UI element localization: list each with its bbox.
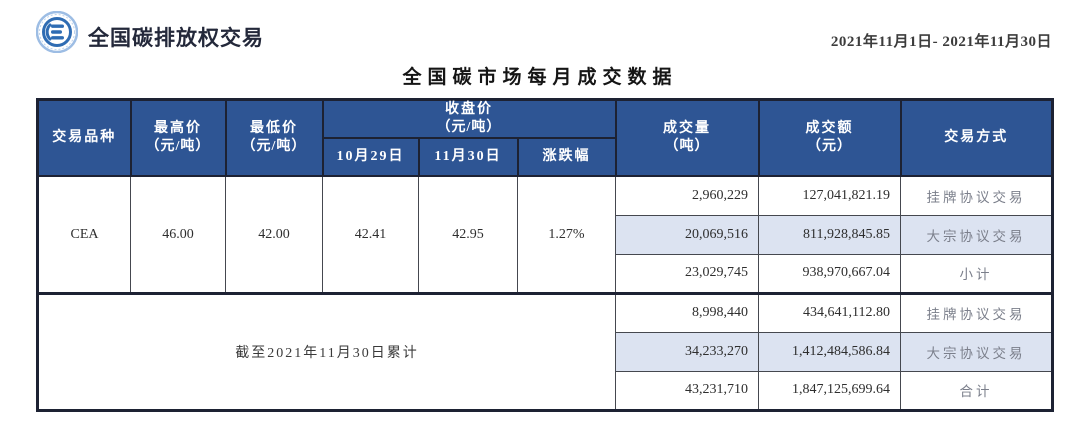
change-cell: 1.27%	[517, 175, 616, 294]
col-header-variety-label: 交易品种	[52, 130, 117, 146]
col-header-variety: 交易品种	[36, 98, 132, 178]
col-header-amount: 成交额 （元）	[757, 98, 902, 178]
col-header-close: 收盘价 （元/吨）	[321, 98, 617, 140]
variety-cell: CEA	[37, 175, 131, 294]
close-nov30-cell: 42.95	[418, 175, 518, 294]
col-header-low: 最低价 （元/吨）	[224, 98, 324, 178]
col-header-close-label: 收盘价	[445, 102, 493, 117]
col-header-high-unit: （元/吨）	[145, 139, 211, 155]
close-oct29-cell: 42.41	[322, 175, 419, 294]
col-header-amount-unit: （元）	[807, 139, 852, 155]
col-header-volume: 成交量 （吨）	[614, 98, 760, 178]
cumulative-total-method: 合计	[900, 370, 1053, 411]
cumulative-listed-volume: 8,998,440	[615, 291, 759, 333]
cumulative-listed-method: 挂牌协议交易	[900, 291, 1053, 333]
cumulative-block-amount: 1,412,484,586.84	[758, 331, 901, 372]
col-header-method-label: 交易方式	[944, 130, 1009, 146]
col-header-volume-label: 成交量	[663, 121, 711, 136]
cumulative-total-volume: 43,231,710	[615, 370, 759, 411]
cumulative-label-cell: 截至2021年11月30日累计	[37, 291, 616, 411]
low-price-cell: 42.00	[225, 175, 323, 294]
monthly-row-listed: CEA 46.00 42.00 42.41 42.95 1.27% 2,960,…	[37, 175, 1053, 294]
site-title: 全国碳排放权交易	[88, 27, 264, 50]
monthly-subtotal-amount: 938,970,667.04	[758, 253, 901, 294]
col-header-amount-label: 成交额	[805, 121, 854, 136]
table-title: 全国碳市场每月成交数据	[402, 67, 678, 88]
monthly-block-volume: 20,069,516	[615, 214, 759, 255]
monthly-listed-volume: 2,960,229	[615, 175, 759, 216]
col-header-low-unit: （元/吨）	[241, 139, 307, 155]
col-header-close-oct29: 10月29日	[321, 137, 420, 178]
carbon-exchange-logo-icon	[36, 11, 78, 53]
cumulative-row-block: 34,233,270 1,412,484,586.84 大宗协议交易	[38, 331, 1053, 372]
monthly-subtotal-volume: 23,029,745	[615, 253, 759, 294]
monthly-row-subtotal: 23,029,745 938,970,667.04 小计	[38, 253, 1053, 294]
cumulative-block-volume: 34,233,270	[615, 331, 759, 372]
monthly-block-method: 大宗协议交易	[900, 214, 1053, 255]
cumulative-row-total: 43,231,710 1,847,125,699.64 合计	[38, 370, 1053, 411]
col-header-method: 交易方式	[899, 98, 1054, 178]
col-header-volume-unit: （吨）	[664, 139, 710, 155]
monthly-listed-amount: 127,041,821.19	[758, 175, 901, 216]
cumulative-row-listed: 截至2021年11月30日累计 8,998,440 434,641,112.80…	[37, 291, 1053, 411]
col-header-close-nov30: 11月30日	[417, 137, 519, 178]
monthly-block-amount: 811,928,845.85	[758, 214, 901, 255]
cumulative-listed-amount: 434,641,112.80	[758, 291, 901, 333]
col-header-high: 最高价 （元/吨）	[129, 98, 227, 178]
cumulative-block-method: 大宗协议交易	[900, 331, 1053, 372]
high-price-cell: 46.00	[130, 175, 226, 294]
report-date-range: 2021年11月1日- 2021年11月30日	[830, 34, 1052, 50]
top-header: 全国碳排放权交易 2021年11月1日- 2021年11月30日	[0, 0, 1080, 62]
col-header-low-label: 最低价	[250, 121, 298, 136]
cumulative-total-amount: 1,847,125,699.64	[758, 370, 901, 411]
monthly-subtotal-method: 小计	[900, 253, 1053, 294]
col-header-change: 涨跌幅	[516, 137, 617, 178]
monthly-listed-method: 挂牌协议交易	[900, 175, 1053, 216]
col-header-high-label: 最高价	[154, 121, 202, 136]
monthly-trading-table: 交易品种 最高价 （元/吨） 最低价 （元/吨） 收盘价 （元/吨） 成交量 （…	[36, 98, 1054, 412]
monthly-row-block: 20,069,516 811,928,845.85 大宗协议交易	[38, 214, 1053, 255]
col-header-close-unit: （元/吨）	[436, 120, 502, 136]
